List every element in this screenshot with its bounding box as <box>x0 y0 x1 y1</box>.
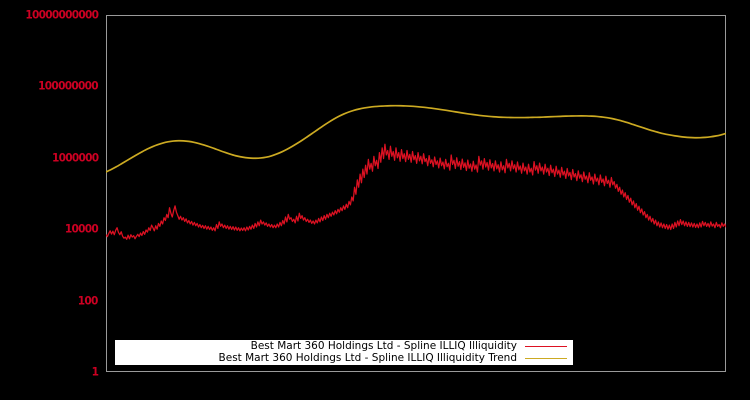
series-group <box>106 104 726 240</box>
y-axis-tick-label: 100000000 <box>38 78 98 93</box>
legend-item-label: Best Mart 360 Holdings Ltd - Spline ILLI… <box>250 340 517 353</box>
chart-plot <box>106 104 726 240</box>
plot-area-border <box>106 15 726 372</box>
y-axis-tick-label: 1000000 <box>51 150 99 165</box>
y-axis-tick-label: 10000000000 <box>25 7 99 22</box>
y-axis-tick-label: 100 <box>78 292 99 307</box>
legend-item[interactable]: Best Mart 360 Holdings Ltd - Spline ILLI… <box>115 341 573 353</box>
legend-item-label: Best Mart 360 Holdings Ltd - Spline ILLI… <box>218 352 517 365</box>
series-line-illiquidity <box>106 143 726 240</box>
legend-item[interactable]: Best Mart 360 Holdings Ltd - Spline ILLI… <box>115 353 573 365</box>
chart-legend: Best Mart 360 Holdings Ltd - Spline ILLI… <box>115 340 573 365</box>
legend-color-swatch <box>525 358 567 359</box>
series-line-trend <box>106 104 726 173</box>
y-axis-tick-label: 1 <box>91 364 98 379</box>
y-axis-tick-labels: 10000000000 100000000 1000000 10000 100 1 <box>0 0 100 400</box>
y-axis-tick-label: 10000 <box>64 221 99 236</box>
legend-color-swatch <box>525 346 567 347</box>
